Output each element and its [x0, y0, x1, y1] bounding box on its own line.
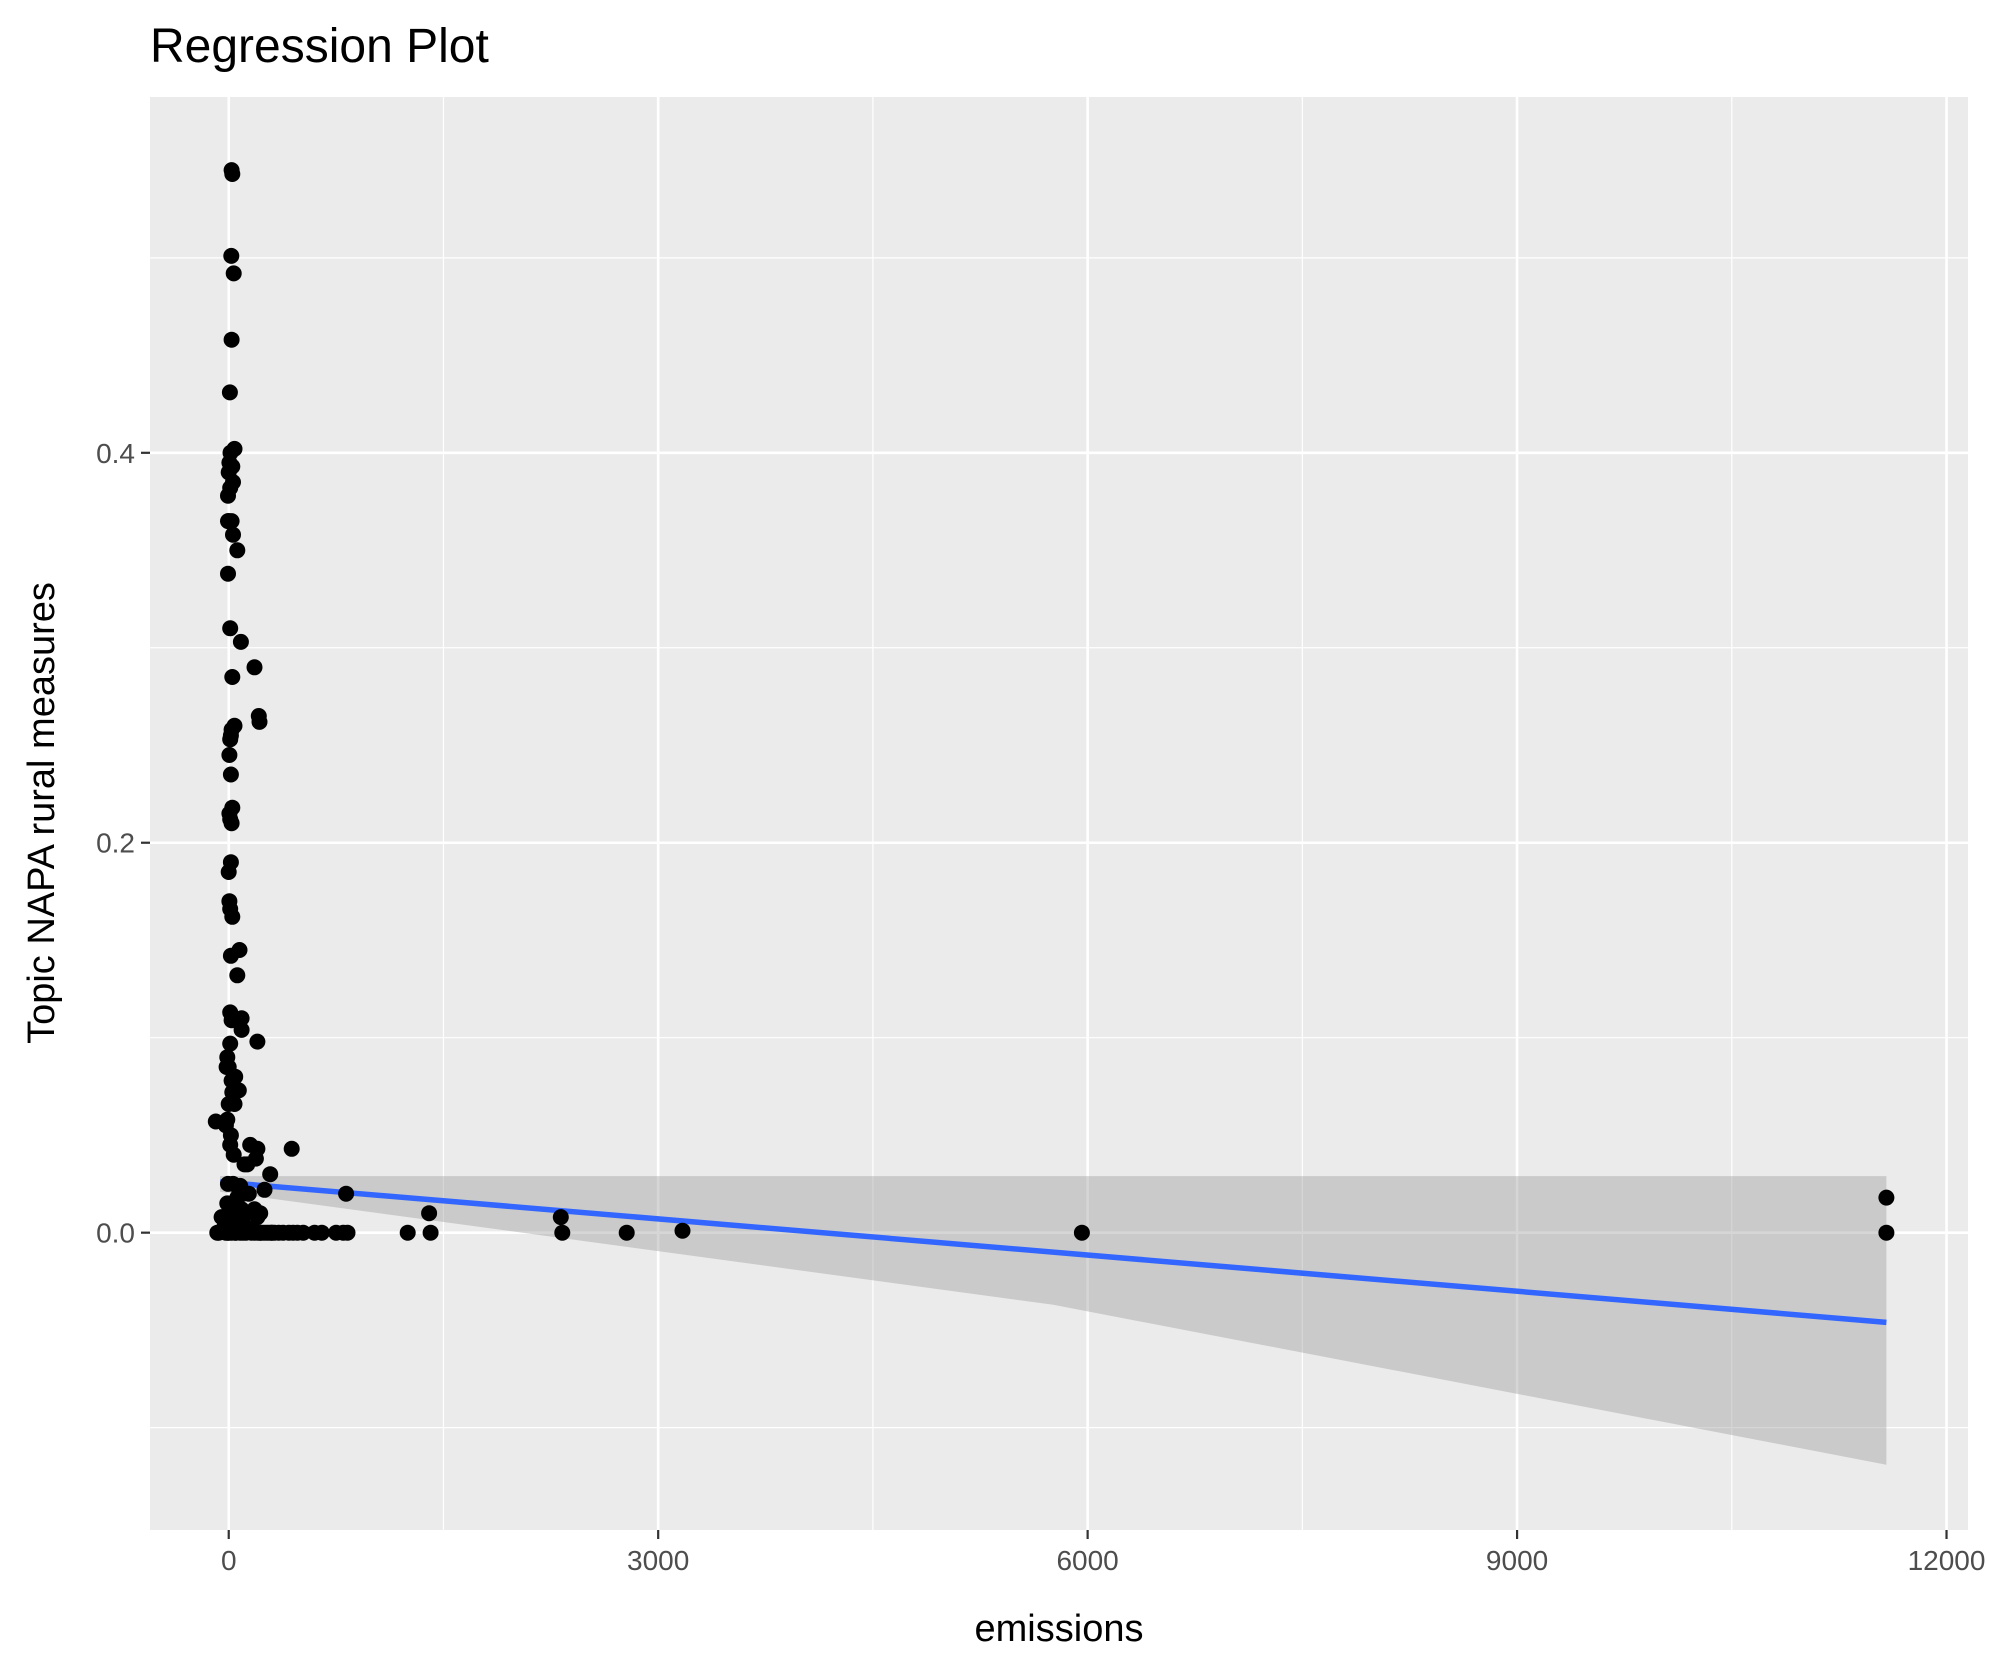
- data-point: [220, 513, 236, 530]
- data-point: [207, 1113, 224, 1130]
- x-tick-label: 12000: [1908, 1545, 1986, 1576]
- data-point: [554, 1224, 571, 1241]
- data-point: [229, 967, 246, 984]
- confidence-band-layer: [220, 1176, 1887, 1465]
- regression-line-layer: [219, 1179, 1887, 1326]
- data-point: [262, 1166, 279, 1183]
- data-point: [1878, 1224, 1895, 1241]
- data-point: [338, 1185, 355, 1202]
- data-point: [226, 440, 243, 457]
- data-point: [220, 565, 236, 582]
- data-point: [1073, 1224, 1090, 1241]
- x-tick-label: 3000: [627, 1545, 689, 1576]
- data-point: [222, 947, 239, 964]
- data-point: [251, 713, 268, 730]
- data-point: [223, 247, 240, 264]
- x-axis-label: emissions: [975, 1608, 1144, 1650]
- data-point: [220, 1096, 237, 1112]
- data-point: [239, 1156, 256, 1173]
- data-point: [222, 766, 239, 783]
- axis-ticks: [141, 451, 1948, 1539]
- data-point: [674, 1222, 691, 1239]
- data-point: [283, 1140, 300, 1157]
- x-tick-label: 6000: [1056, 1545, 1118, 1576]
- data-point: [223, 1012, 240, 1029]
- data-point: [225, 526, 241, 543]
- regression-line: [219, 1179, 1887, 1326]
- axis-tick-labels: 0 3000 6000 9000 12000 0.0 0.2 0.4: [96, 438, 1985, 1576]
- data-point: [220, 1059, 237, 1075]
- data-point: [295, 1224, 312, 1241]
- data-point: [399, 1224, 416, 1241]
- data-point: [225, 265, 242, 282]
- data-point: [223, 331, 240, 348]
- data-point: [222, 1035, 239, 1052]
- y-tick-label: 0.4: [96, 438, 135, 469]
- plot-panel: [150, 97, 1968, 1530]
- data-point: [618, 1224, 635, 1241]
- data-point: [222, 811, 239, 828]
- data-point: [230, 1082, 247, 1099]
- data-point: [249, 1033, 266, 1050]
- minor-gridlines: [150, 97, 1968, 1530]
- data-point: [225, 1146, 242, 1163]
- y-tick-label: 0.0: [96, 1218, 135, 1249]
- data-points: [207, 162, 1895, 1241]
- data-point: [232, 633, 249, 650]
- data-point: [246, 659, 263, 676]
- data-point: [313, 1224, 330, 1241]
- data-point: [249, 1209, 266, 1226]
- data-point: [222, 620, 239, 637]
- data-point: [229, 542, 246, 559]
- data-point: [224, 908, 241, 925]
- data-point: [233, 1021, 250, 1038]
- data-point: [552, 1209, 569, 1226]
- data-point: [222, 731, 239, 748]
- data-point: [421, 1205, 438, 1222]
- data-point: [1878, 1189, 1895, 1206]
- data-point: [220, 864, 237, 880]
- x-tick-label: 9000: [1486, 1545, 1548, 1576]
- data-point: [224, 669, 241, 685]
- data-point: [221, 747, 238, 763]
- data-point: [221, 384, 238, 401]
- data-point: [339, 1224, 356, 1241]
- confidence-band: [220, 1176, 1887, 1465]
- x-tick-label: 0: [221, 1545, 237, 1576]
- data-point: [224, 458, 241, 475]
- data-point: [256, 1181, 273, 1198]
- data-point: [224, 166, 241, 182]
- chart-title: Regression Plot: [150, 20, 489, 73]
- y-axis-label: Topic NAPA rural measures: [21, 582, 63, 1044]
- y-tick-label: 0.2: [96, 828, 135, 859]
- data-point: [422, 1224, 439, 1241]
- data-point: [222, 479, 239, 496]
